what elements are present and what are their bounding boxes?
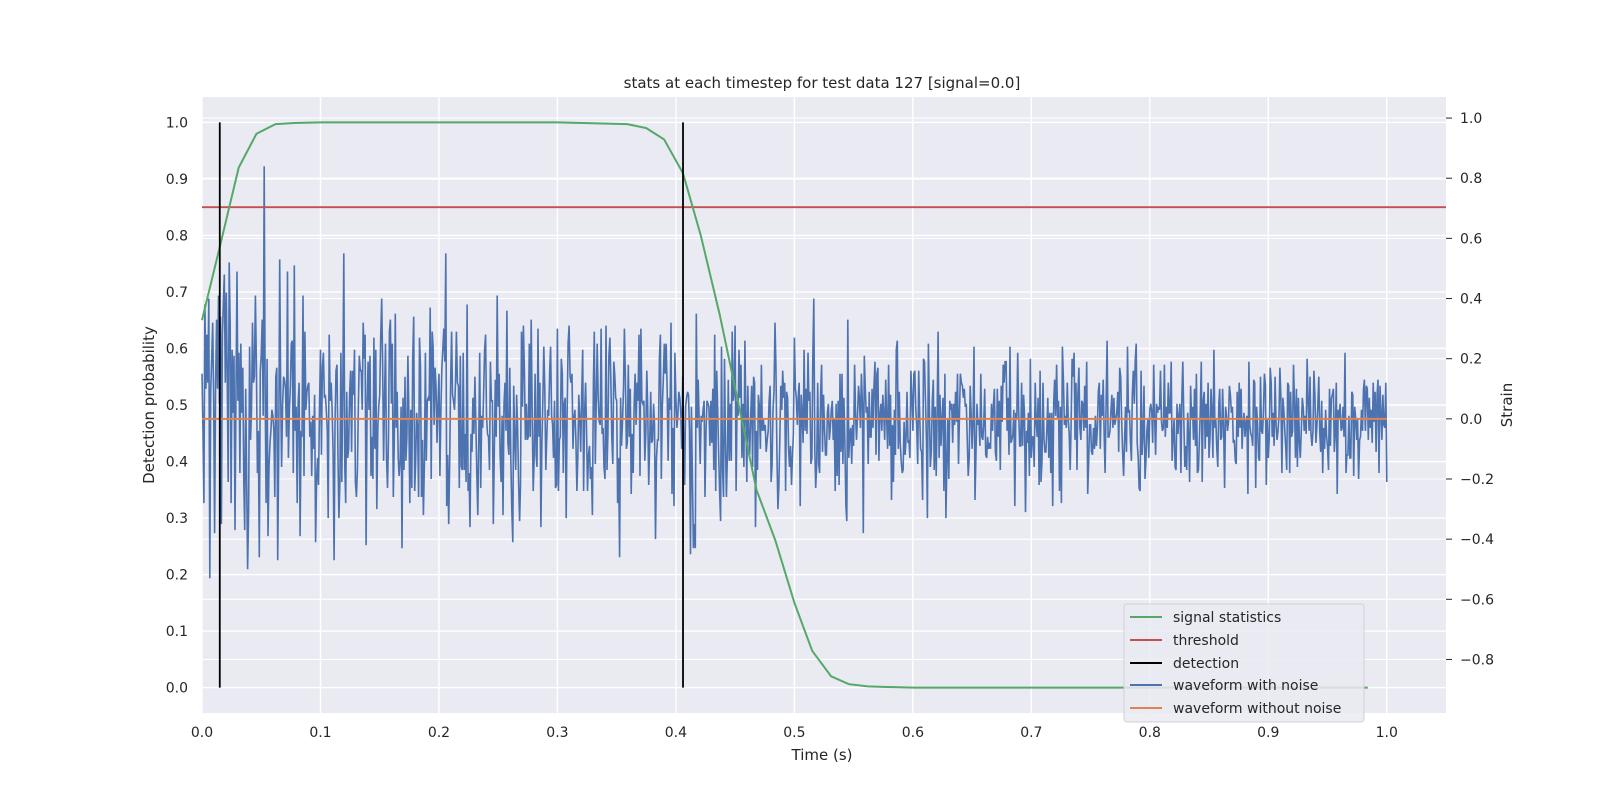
y-tick-label: 1.0 bbox=[166, 115, 188, 131]
x-tick-label: 0.7 bbox=[1020, 725, 1042, 741]
y-tick-label: 0.3 bbox=[166, 511, 188, 527]
legend-box bbox=[1123, 603, 1365, 723]
y-tick-label: 0.0 bbox=[166, 681, 188, 697]
x-tick-label: 0.4 bbox=[665, 725, 687, 741]
y2-tick-label: 0.0 bbox=[1460, 412, 1482, 428]
y2-tick-label: −0.8 bbox=[1460, 652, 1494, 668]
legend-label-waveform-with-noise: waveform with noise bbox=[1173, 678, 1318, 694]
x-tick-labels: 0.0 0.1 0.2 0.3 0.4 0.5 0.6 0.7 0.8 0.9 1.0 bbox=[191, 725, 1398, 741]
x-tick-label: 1.0 bbox=[1376, 725, 1398, 741]
legend-label-signal-statistics: signal statistics bbox=[1173, 610, 1281, 626]
y-tick-label: 0.2 bbox=[166, 568, 188, 584]
y-tick-label: 0.6 bbox=[166, 341, 188, 357]
x-tick-label: 0.6 bbox=[902, 725, 924, 741]
x-tick-label: 0.1 bbox=[309, 725, 331, 741]
y2-tick-label: 0.2 bbox=[1460, 352, 1482, 368]
x-tick-label: 0.2 bbox=[428, 725, 450, 741]
x-tick-label: 0.3 bbox=[546, 725, 568, 741]
chart-title: stats at each timestep for test data 127… bbox=[624, 74, 1021, 92]
y2-tick-label: 1.0 bbox=[1460, 111, 1482, 127]
y2-tick-label: −0.6 bbox=[1460, 592, 1494, 608]
y-tick-label: 0.4 bbox=[166, 455, 188, 471]
y-axis-label: Detection probability bbox=[140, 326, 158, 484]
x-tick-label: 0.5 bbox=[783, 725, 805, 741]
y-tick-label: 0.9 bbox=[166, 172, 188, 188]
y2-tick-label: 0.8 bbox=[1460, 171, 1482, 187]
legend-label-detection: detection bbox=[1173, 656, 1239, 672]
x-tick-label: 0.8 bbox=[1139, 725, 1161, 741]
legend: signal statistics threshold detection wa… bbox=[1123, 603, 1365, 723]
y2-axis-label: Strain bbox=[1498, 383, 1516, 427]
y2-tick-label: −0.2 bbox=[1460, 472, 1494, 488]
series-signal-statistics bbox=[201, 121, 1368, 689]
series-layer bbox=[201, 121, 1446, 689]
y-tick-label: 0.5 bbox=[166, 398, 188, 414]
y2-tick-label: −0.4 bbox=[1460, 532, 1494, 548]
x-axis-label: Time (s) bbox=[791, 746, 853, 764]
y-tick-label: 0.8 bbox=[166, 228, 188, 244]
legend-label-threshold: threshold bbox=[1173, 633, 1239, 649]
y-tick-label: 0.7 bbox=[166, 285, 188, 301]
y2-tick-labels: −0.8 −0.6 −0.4 −0.2 0.0 0.2 0.4 0.6 0.8 1.0 bbox=[1446, 111, 1494, 668]
x-tick-label: 0.9 bbox=[1257, 725, 1279, 741]
y-tick-label: 0.1 bbox=[166, 624, 188, 640]
legend-label-waveform-without-noise: waveform without noise bbox=[1173, 701, 1341, 717]
series-waveform-with-noise bbox=[201, 166, 1388, 579]
y2-tick-label: 0.6 bbox=[1460, 231, 1482, 247]
x-tick-label: 0.0 bbox=[191, 725, 213, 741]
y2-tick-label: 0.4 bbox=[1460, 292, 1482, 308]
y-tick-labels: 0.0 0.1 0.2 0.3 0.4 0.5 0.6 0.7 0.8 0.9 1.0 bbox=[166, 115, 188, 696]
